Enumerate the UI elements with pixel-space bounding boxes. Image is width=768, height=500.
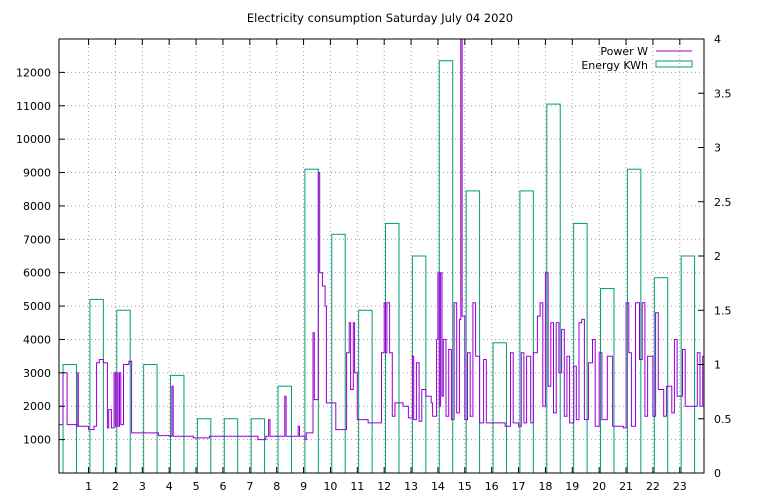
power-line-group	[59, 38, 705, 441]
y-tick-label: 3000	[23, 367, 51, 380]
y-tick-label: 10000	[16, 133, 51, 146]
x-tick-label: 3	[139, 480, 146, 493]
energy-bar	[653, 277, 669, 474]
y2-tick-label: 1.5	[714, 304, 732, 317]
energy-bar	[358, 309, 373, 474]
y-tick-label: 9000	[23, 167, 51, 180]
y2-tick-label: 3.5	[714, 87, 732, 100]
energy-bar	[573, 222, 588, 474]
y-axis-right: 0 0.5 1 1.5 2 2.5 3 3.5 4	[698, 33, 732, 480]
y-tick-label: 8000	[23, 200, 51, 213]
y-axis-left: 1000 2000 3000 4000 5000 6000 7000 8000 9000 1000…	[16, 66, 65, 447]
y-tick-label: 6000	[23, 267, 51, 280]
x-tick-label: 10	[323, 480, 337, 493]
x-tick-label: 22	[646, 480, 660, 493]
x-tick-label: 15	[458, 480, 472, 493]
energy-bar	[680, 255, 696, 474]
x-tick-label: 14	[431, 480, 445, 493]
y-tick-label: 12000	[16, 66, 51, 79]
energy-bar	[143, 364, 158, 474]
x-axis: 1 2 3 4 5 6 7 8 9 10 11 12 13 14 15 16 17 18 19 20 21 22 23	[85, 39, 687, 493]
y2-tick-label: 2.5	[714, 196, 732, 209]
y-tick-label: 2000	[23, 400, 51, 413]
energy-bar	[170, 374, 185, 474]
x-tick-label: 18	[538, 480, 552, 493]
y-tick-label: 1000	[23, 434, 51, 447]
y2-tick-label: 3	[714, 142, 721, 155]
x-tick-label: 1	[85, 480, 92, 493]
chart-title: Electricity consumption Saturday July 04…	[247, 11, 513, 25]
x-tick-label: 5	[193, 480, 200, 493]
x-tick-label: 6	[219, 480, 226, 493]
x-tick-label: 23	[673, 480, 687, 493]
y2-tick-label: 4	[714, 33, 721, 46]
energy-bar	[250, 418, 266, 474]
energy-bar	[385, 222, 400, 474]
legend-swatch-energy	[655, 60, 693, 68]
energy-bar	[626, 168, 642, 474]
y-tick-label: 7000	[23, 233, 51, 246]
x-tick-label: 4	[166, 480, 173, 493]
energy-bar	[304, 168, 319, 474]
energy-bar	[546, 103, 561, 474]
grid	[59, 39, 704, 473]
power-line	[59, 38, 705, 441]
x-tick-label: 2	[112, 480, 119, 493]
x-tick-label: 20	[592, 480, 606, 493]
x-tick-label: 21	[619, 480, 633, 493]
y-tick-label: 4000	[23, 333, 51, 346]
x-tick-label: 12	[377, 480, 391, 493]
y2-tick-label: 1	[714, 359, 721, 372]
x-tick-label: 11	[350, 480, 364, 493]
energy-bar	[331, 233, 346, 474]
y-tick-label: 5000	[23, 300, 51, 313]
x-tick-label: 8	[273, 480, 280, 493]
x-tick-label: 13	[404, 480, 418, 493]
y-tick-label: 11000	[16, 100, 51, 113]
x-tick-label: 9	[300, 480, 307, 493]
energy-bar	[492, 342, 507, 474]
x-tick-label: 7	[246, 480, 253, 493]
legend-label-energy: Energy KWh	[581, 59, 648, 72]
y2-tick-label: 0.5	[714, 413, 732, 426]
energy-bar	[519, 190, 534, 474]
energy-bar	[62, 364, 77, 474]
y2-tick-label: 2	[714, 250, 721, 263]
x-tick-label: 17	[512, 480, 526, 493]
energy-bars	[62, 60, 696, 474]
x-tick-label: 16	[485, 480, 499, 493]
x-tick-label: 19	[565, 480, 579, 493]
energy-bar	[196, 418, 212, 474]
legend-label-power: Power W	[600, 45, 648, 58]
energy-bar	[223, 418, 239, 474]
y2-tick-label: 0	[714, 467, 721, 480]
